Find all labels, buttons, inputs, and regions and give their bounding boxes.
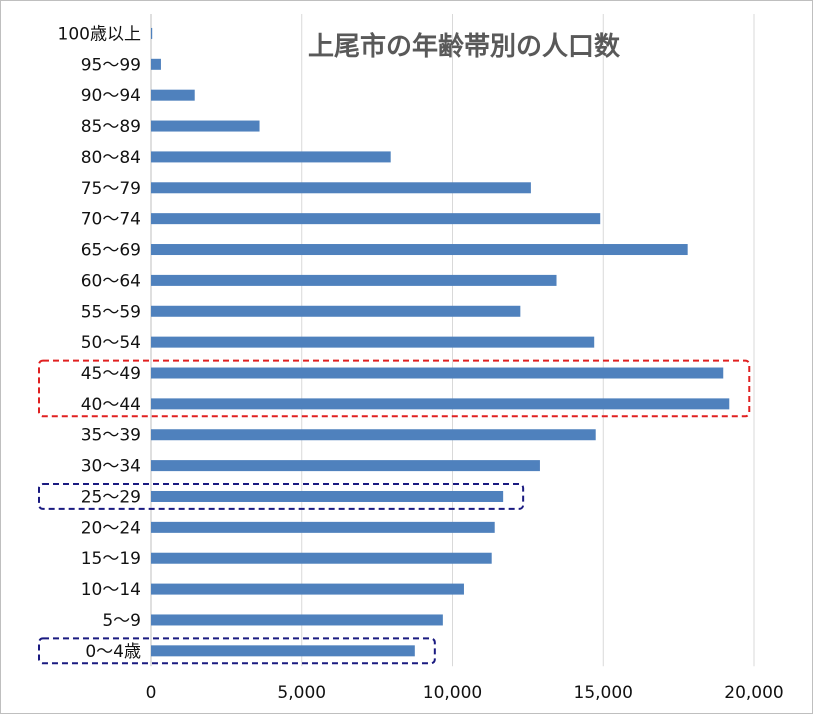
category-labels: 100歳以上 95～99 90～94 85～89 80～84 75～79 70～74 65～6…	[58, 24, 141, 661]
bar	[151, 27, 153, 39]
category-label: 60～64	[81, 271, 141, 291]
category-label: 30～34	[81, 457, 141, 477]
bar	[151, 645, 415, 657]
bar	[151, 182, 531, 194]
category-label: 15～19	[81, 549, 141, 569]
x-tick-label: 10,000	[423, 683, 482, 703]
bar	[151, 120, 260, 132]
chart-title: 上尾市の年齢帯別の人口数	[308, 31, 621, 62]
category-label: 0～4歳	[85, 642, 141, 662]
bar	[151, 460, 540, 472]
highlight-box	[38, 637, 436, 665]
category-label: 25～29	[81, 487, 141, 507]
x-tick-label: 15,000	[574, 683, 633, 703]
bar	[151, 398, 730, 410]
category-label: 5～9	[102, 611, 141, 631]
bar	[151, 336, 595, 348]
category-label: 95～99	[81, 55, 141, 75]
bar	[151, 583, 464, 595]
bar	[151, 89, 195, 101]
category-label: 80～84	[81, 148, 141, 168]
category-label: 20～24	[81, 518, 141, 538]
highlight-box	[38, 359, 751, 418]
x-tick-label: 0	[146, 683, 157, 703]
bar	[151, 244, 688, 256]
bar	[151, 490, 504, 502]
category-label: 65～69	[81, 241, 141, 261]
category-label: 70～74	[81, 210, 141, 230]
bar	[151, 614, 443, 626]
bars	[151, 27, 730, 657]
category-label: 45～49	[81, 364, 141, 384]
bar	[151, 521, 495, 533]
x-tick-label: 20,000	[724, 683, 783, 703]
category-label: 35～39	[81, 426, 141, 446]
category-label: 40～44	[81, 395, 141, 415]
x-tick-labels: 0 5,000 10,000 15,000 20,000	[146, 683, 784, 703]
category-label: 100歳以上	[58, 24, 141, 44]
bar	[151, 305, 521, 317]
category-label: 85～89	[81, 117, 141, 137]
bar	[151, 151, 391, 163]
category-label: 90～94	[81, 86, 141, 106]
x-tick-label: 5,000	[277, 683, 326, 703]
bar	[151, 429, 596, 441]
bar	[151, 274, 557, 286]
category-label: 75～79	[81, 179, 141, 199]
bar	[151, 552, 492, 564]
category-label: 10～14	[81, 580, 141, 600]
bar	[151, 213, 601, 225]
highlight-box	[38, 483, 525, 510]
bar	[151, 367, 724, 379]
category-label: 50～54	[81, 333, 141, 353]
category-label: 55～59	[81, 302, 141, 322]
highlight-boxes	[38, 359, 751, 665]
bar	[151, 58, 161, 70]
